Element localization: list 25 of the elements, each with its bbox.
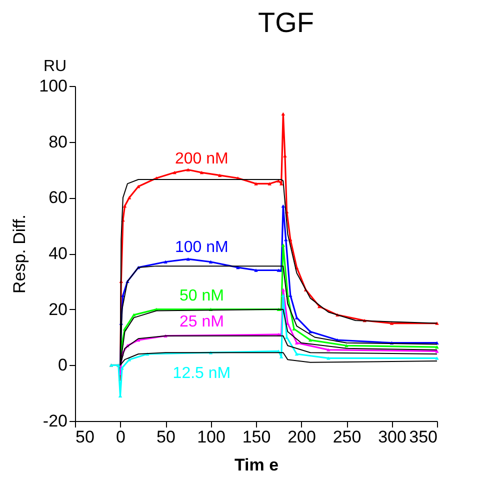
y-tick-label: 100 [39,76,68,96]
series-label: 100 nM [175,238,228,256]
y-axis-title: Resp. Diff. [10,214,30,294]
y-tick-label: -20 [42,412,68,430]
x-tick-label: 200 [288,428,316,446]
y-tick-label: 0 [58,356,68,375]
x-tick-label: 50 [156,428,176,446]
x-axis-title: Tim e [234,456,279,474]
x-tick-label: 0 [116,428,126,446]
x-tick-label: 50 [76,428,94,446]
x-tick-label: 150 [242,428,271,446]
text: RU [43,58,67,75]
x-tick-label: 300 [378,428,406,446]
y-tick-label: 80 [48,132,68,152]
chart-title: TGF [258,7,314,38]
x-tick-label: 350 [409,428,438,446]
x-tick-label: 250 [332,428,362,446]
y-tick-label: 40 [48,244,68,263]
y-tick-label: 20 [48,300,68,319]
series-label: 12.5 nM [172,364,231,382]
series-label: 50 nM [179,287,224,304]
series-label: 25 nM [179,313,224,330]
series-label: 200 nM [175,150,228,168]
x-tick-label: 100 [197,428,226,446]
y-tick-label: 60 [48,188,68,208]
